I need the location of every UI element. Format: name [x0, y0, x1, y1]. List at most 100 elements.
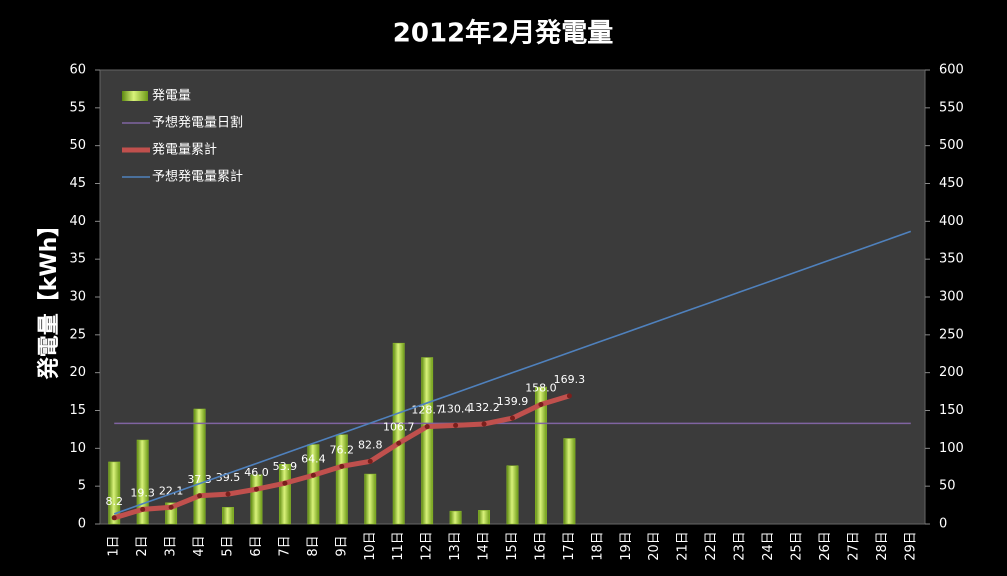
y2-tick-label: 500 — [939, 138, 964, 153]
x-tick-label: 17日 — [562, 531, 577, 561]
x-tick-label: 23日 — [733, 531, 748, 561]
bar — [335, 434, 348, 525]
x-tick-label: 15日 — [505, 531, 520, 561]
bar — [307, 444, 320, 525]
line-marker — [510, 415, 515, 421]
y-tick-label: 20 — [69, 365, 86, 380]
bar — [449, 510, 462, 525]
line-marker — [481, 421, 487, 427]
y-tick-label: 45 — [69, 176, 86, 191]
x-tick-label: 24日 — [761, 531, 776, 561]
line-marker — [168, 504, 174, 510]
x-tick-label: 16日 — [533, 531, 548, 561]
x-tick-label: 25日 — [789, 531, 804, 561]
x-tick-label: 1日 — [107, 535, 122, 556]
x-tick-label: 6日 — [249, 535, 264, 556]
y-tick-label: 10 — [69, 441, 86, 456]
data-label: 19.3 — [130, 486, 155, 499]
data-label: 169.3 — [554, 373, 586, 386]
line-marker — [282, 480, 288, 486]
line-marker — [225, 491, 231, 497]
y2-tick-label: 550 — [939, 100, 964, 115]
y2-tick-label: 600 — [939, 63, 964, 78]
data-label: 76.2 — [330, 443, 355, 456]
y2-tick-label: 150 — [939, 403, 964, 418]
x-tick-label: 20日 — [647, 531, 662, 561]
y-tick-label: 60 — [69, 63, 86, 78]
line-marker — [140, 506, 146, 512]
y-axis-label: 発電量【kWh】 — [37, 215, 62, 381]
data-label: 139.9 — [497, 395, 529, 408]
data-label: 132.2 — [468, 401, 500, 414]
data-label: 37.3 — [187, 473, 212, 486]
x-tick-label: 27日 — [846, 531, 861, 561]
line-marker — [538, 401, 544, 407]
x-tick-label: 28日 — [875, 531, 890, 561]
x-tick-label: 19日 — [619, 531, 634, 561]
line-marker — [367, 458, 373, 464]
x-tick-label: 18日 — [590, 531, 605, 561]
plot-area — [99, 69, 926, 525]
legend-label: 発電量累計 — [152, 142, 217, 158]
line — [113, 230, 912, 515]
legend-label: 発電量 — [152, 89, 191, 104]
x-tick-label: 21日 — [676, 531, 691, 561]
y-tick-label: 30 — [69, 290, 86, 305]
x-tick-label: 8日 — [306, 535, 321, 556]
data-label: 130.4 — [440, 402, 472, 415]
bar — [535, 386, 547, 525]
bar — [278, 463, 291, 525]
y-tick-label: 50 — [69, 138, 86, 153]
line-marker — [111, 515, 117, 521]
legend-label: 予想発電量累計 — [152, 169, 243, 185]
x-tick-label: 3日 — [164, 535, 179, 556]
x-tick-label: 11日 — [391, 531, 406, 561]
bar — [222, 507, 234, 525]
y2-tick-label: 100 — [939, 441, 964, 456]
data-label: 53.9 — [273, 460, 298, 473]
x-tick-label: 29日 — [903, 531, 918, 561]
x-tick-label: 9日 — [334, 535, 349, 556]
bar — [506, 465, 519, 525]
bar — [421, 357, 434, 525]
bar — [478, 510, 490, 525]
chart-title: 2012年2月発電量 — [393, 18, 613, 49]
bar — [108, 461, 121, 525]
bar — [136, 439, 149, 525]
y-tick-label: 5 — [78, 479, 86, 494]
y2-tick-label: 50 — [939, 479, 956, 494]
y2-tick-label: 300 — [939, 290, 964, 305]
bar — [250, 474, 263, 525]
data-label: 64.4 — [301, 452, 326, 465]
y-tick-label: 25 — [69, 327, 86, 342]
data-label: 8.2 — [105, 495, 123, 508]
data-label: 46.0 — [244, 466, 269, 479]
legend-label: 予想発電量日割 — [152, 115, 243, 131]
bar — [193, 408, 206, 525]
y2-tick-label: 250 — [939, 327, 964, 342]
line-marker — [453, 422, 459, 428]
line-marker — [197, 493, 203, 499]
line-marker — [566, 393, 572, 399]
x-tick-label: 22日 — [704, 531, 719, 561]
data-label: 106.7 — [383, 420, 415, 433]
x-tick-label: 5日 — [221, 535, 236, 556]
y-tick-label: 15 — [69, 403, 86, 418]
y-tick-label: 35 — [69, 252, 86, 267]
x-tick-label: 7日 — [277, 535, 292, 556]
bar — [165, 502, 178, 525]
line-marker — [424, 424, 430, 430]
data-label: 22.1 — [159, 484, 184, 497]
y2-tick-label: 400 — [939, 214, 964, 229]
line-marker — [339, 463, 345, 469]
y2-tick-label: 0 — [939, 517, 947, 532]
x-tick-label: 4日 — [192, 535, 207, 556]
line-marker — [253, 486, 259, 492]
data-label: 39.5 — [216, 471, 241, 484]
bar — [364, 473, 377, 525]
y2-tick-label: 350 — [939, 252, 964, 267]
x-tick-label: 13日 — [448, 531, 463, 561]
data-label: 158.0 — [525, 381, 557, 394]
legend-swatch — [122, 91, 148, 101]
